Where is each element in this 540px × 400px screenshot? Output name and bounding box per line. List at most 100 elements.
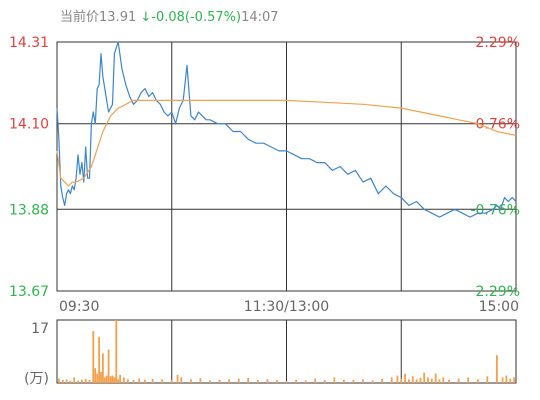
- volume-bar: [161, 379, 164, 383]
- volume-bar: [92, 331, 95, 383]
- volume-bar: [209, 380, 211, 383]
- volume-bar: [176, 374, 179, 383]
- y-tick-right: 0.76%: [476, 117, 520, 133]
- y-tick-left: 13.88: [9, 202, 49, 218]
- price-change: -0.08: [151, 10, 185, 25]
- volume-bar: [442, 377, 445, 383]
- y-tick-right: 2.29%: [476, 35, 520, 51]
- volume-bar: [408, 379, 410, 383]
- volume-bar: [411, 376, 414, 383]
- x-tick: 09:30: [59, 299, 99, 315]
- volume-bar: [65, 379, 68, 383]
- average-line: [56, 99, 517, 187]
- volume-bar: [467, 377, 470, 383]
- volume-bar: [505, 375, 508, 383]
- volume-bar: [323, 380, 326, 383]
- volume-y-tick: (万): [24, 371, 49, 387]
- volume-bar: [61, 380, 64, 383]
- volume-bar: [513, 377, 515, 383]
- volume-bar: [107, 349, 110, 383]
- volume-bar: [84, 378, 87, 383]
- volume-bar: [400, 378, 403, 383]
- volume-bar: [117, 379, 120, 383]
- volume-bar: [509, 378, 512, 383]
- volume-bar: [362, 379, 364, 383]
- volume-bar: [237, 378, 240, 383]
- volume-bar: [256, 380, 259, 383]
- y-tick-left: 14.10: [9, 117, 49, 133]
- current-price-label: 当前价: [60, 10, 100, 25]
- volume-bar: [94, 368, 97, 383]
- volume-bar: [276, 380, 278, 383]
- volume-bar: [180, 377, 183, 383]
- volume-bar: [352, 380, 355, 383]
- volume-bar: [496, 355, 498, 383]
- volume-bar: [415, 379, 418, 383]
- volume-bar: [102, 353, 104, 383]
- y-tick-right: 2.29%: [476, 284, 520, 300]
- volume-bar: [77, 380, 79, 383]
- volume-bar: [333, 377, 336, 383]
- volume-bar: [138, 378, 141, 383]
- y-tick-left: 14.31: [9, 35, 49, 51]
- volume-bar: [381, 378, 383, 383]
- volume-bar: [111, 375, 114, 383]
- volume-bar: [343, 379, 345, 383]
- volume-bar: [126, 379, 129, 383]
- volume-bar: [119, 374, 121, 383]
- volume-bar: [448, 379, 450, 383]
- volume-bar: [123, 377, 125, 383]
- volume-bar: [81, 379, 83, 383]
- quote-header: 当前价13.91 ↓-0.08(-0.57%)14:07: [60, 8, 279, 28]
- volume-bar: [96, 373, 99, 383]
- volume-bar: [404, 373, 406, 383]
- volume-bar: [314, 378, 317, 383]
- volume-bar: [438, 379, 441, 383]
- volume-bar: [100, 371, 102, 383]
- price-change-percent: (-0.57%): [184, 10, 242, 25]
- volume-bar: [109, 376, 112, 383]
- volume-bar: [427, 377, 429, 383]
- volume-bar: [501, 377, 504, 383]
- volume-bar: [113, 377, 116, 383]
- volume-bar: [98, 336, 100, 383]
- volume-panel: 17 (万): [24, 319, 517, 387]
- volume-bar: [304, 380, 307, 383]
- volume-y-tick: 17: [31, 321, 49, 337]
- volume-bar: [58, 378, 60, 383]
- volume-bar: [73, 377, 76, 383]
- volume-bar: [390, 377, 393, 383]
- volume-bar: [396, 375, 399, 383]
- volume-bar: [218, 379, 221, 383]
- volume-bar: [151, 378, 154, 383]
- current-price-value: 13.91: [99, 10, 137, 25]
- volume-bar: [419, 377, 422, 383]
- y-tick-right: -0.76%: [470, 202, 520, 218]
- volume-bar: [247, 377, 250, 383]
- y-tick-left: 13.67: [9, 284, 49, 300]
- volume-bar: [371, 380, 374, 383]
- volume-bar: [115, 320, 118, 383]
- volume-bar: [285, 380, 288, 383]
- down-arrow-icon: ↓: [140, 10, 152, 25]
- volume-bar: [132, 380, 135, 383]
- volume-bar: [199, 378, 202, 383]
- volume-bar: [144, 379, 146, 383]
- x-tick: 15:00: [479, 299, 519, 315]
- volume-bar: [476, 379, 479, 383]
- volume-bar: [190, 379, 192, 383]
- volume-bar: [105, 375, 108, 383]
- volume-bar: [88, 380, 91, 383]
- volume-bar: [295, 379, 297, 383]
- volume-bar: [266, 379, 269, 383]
- volume-bar: [434, 373, 437, 383]
- volume-bar: [103, 377, 106, 383]
- price-panel: 14.31 14.10 13.88 13.67 2.29% 0.76% -0.76% 2.29…: [9, 35, 520, 315]
- volume-bar: [170, 380, 173, 383]
- x-tick: 11:30/13:00: [244, 299, 329, 315]
- volume-bar: [423, 372, 426, 383]
- volume-bar: [430, 378, 433, 383]
- quote-time: 14:07: [241, 10, 279, 25]
- volume-bar: [457, 378, 460, 383]
